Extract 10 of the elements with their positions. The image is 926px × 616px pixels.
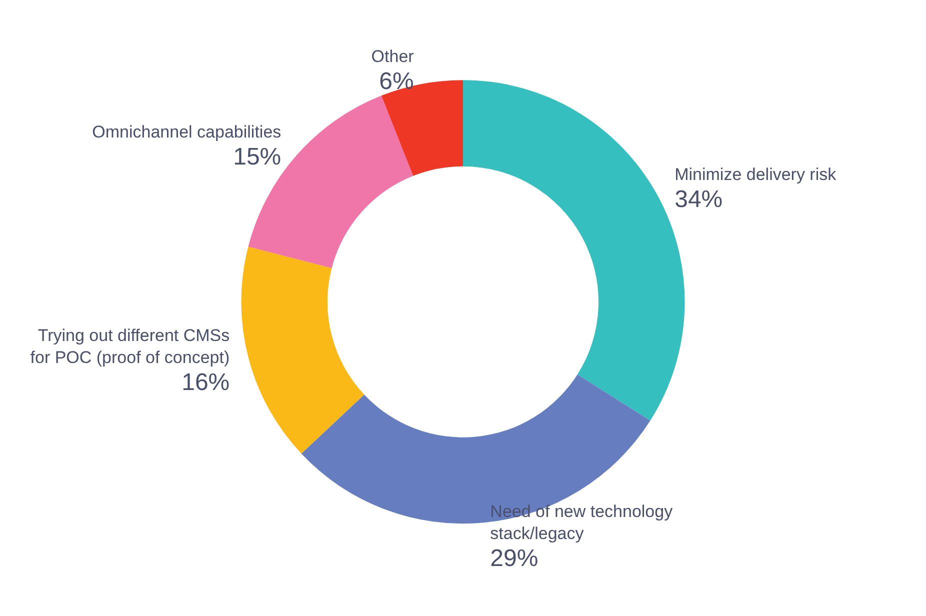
data-label: 34% xyxy=(674,186,723,213)
data-label: 16% xyxy=(182,368,230,396)
slice-label: Minimize delivery risk xyxy=(674,164,837,184)
data-label: 29% xyxy=(490,545,538,572)
slice-label: Trying out different CMSs for POC (proof of concept) xyxy=(30,326,230,367)
data-label: 6% xyxy=(379,68,414,95)
slice-label: Need of new technology stack/legacy xyxy=(490,502,674,544)
data-label: 15% xyxy=(233,143,282,170)
slice-label: Omnichannel capabilities xyxy=(92,122,282,142)
slice-label: Other xyxy=(371,46,414,66)
